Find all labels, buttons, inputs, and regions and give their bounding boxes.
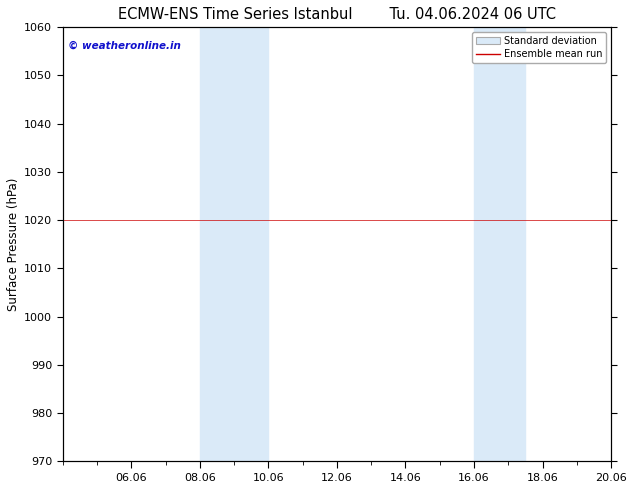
Bar bbox=[200, 27, 268, 461]
Text: © weatheronline.in: © weatheronline.in bbox=[68, 40, 181, 50]
Title: ECMW-ENS Time Series Istanbul        Tu. 04.06.2024 06 UTC: ECMW-ENS Time Series Istanbul Tu. 04.06.… bbox=[118, 7, 556, 22]
Legend: Standard deviation, Ensemble mean run: Standard deviation, Ensemble mean run bbox=[472, 32, 606, 63]
Bar bbox=[474, 27, 526, 461]
Y-axis label: Surface Pressure (hPa): Surface Pressure (hPa) bbox=[7, 177, 20, 311]
